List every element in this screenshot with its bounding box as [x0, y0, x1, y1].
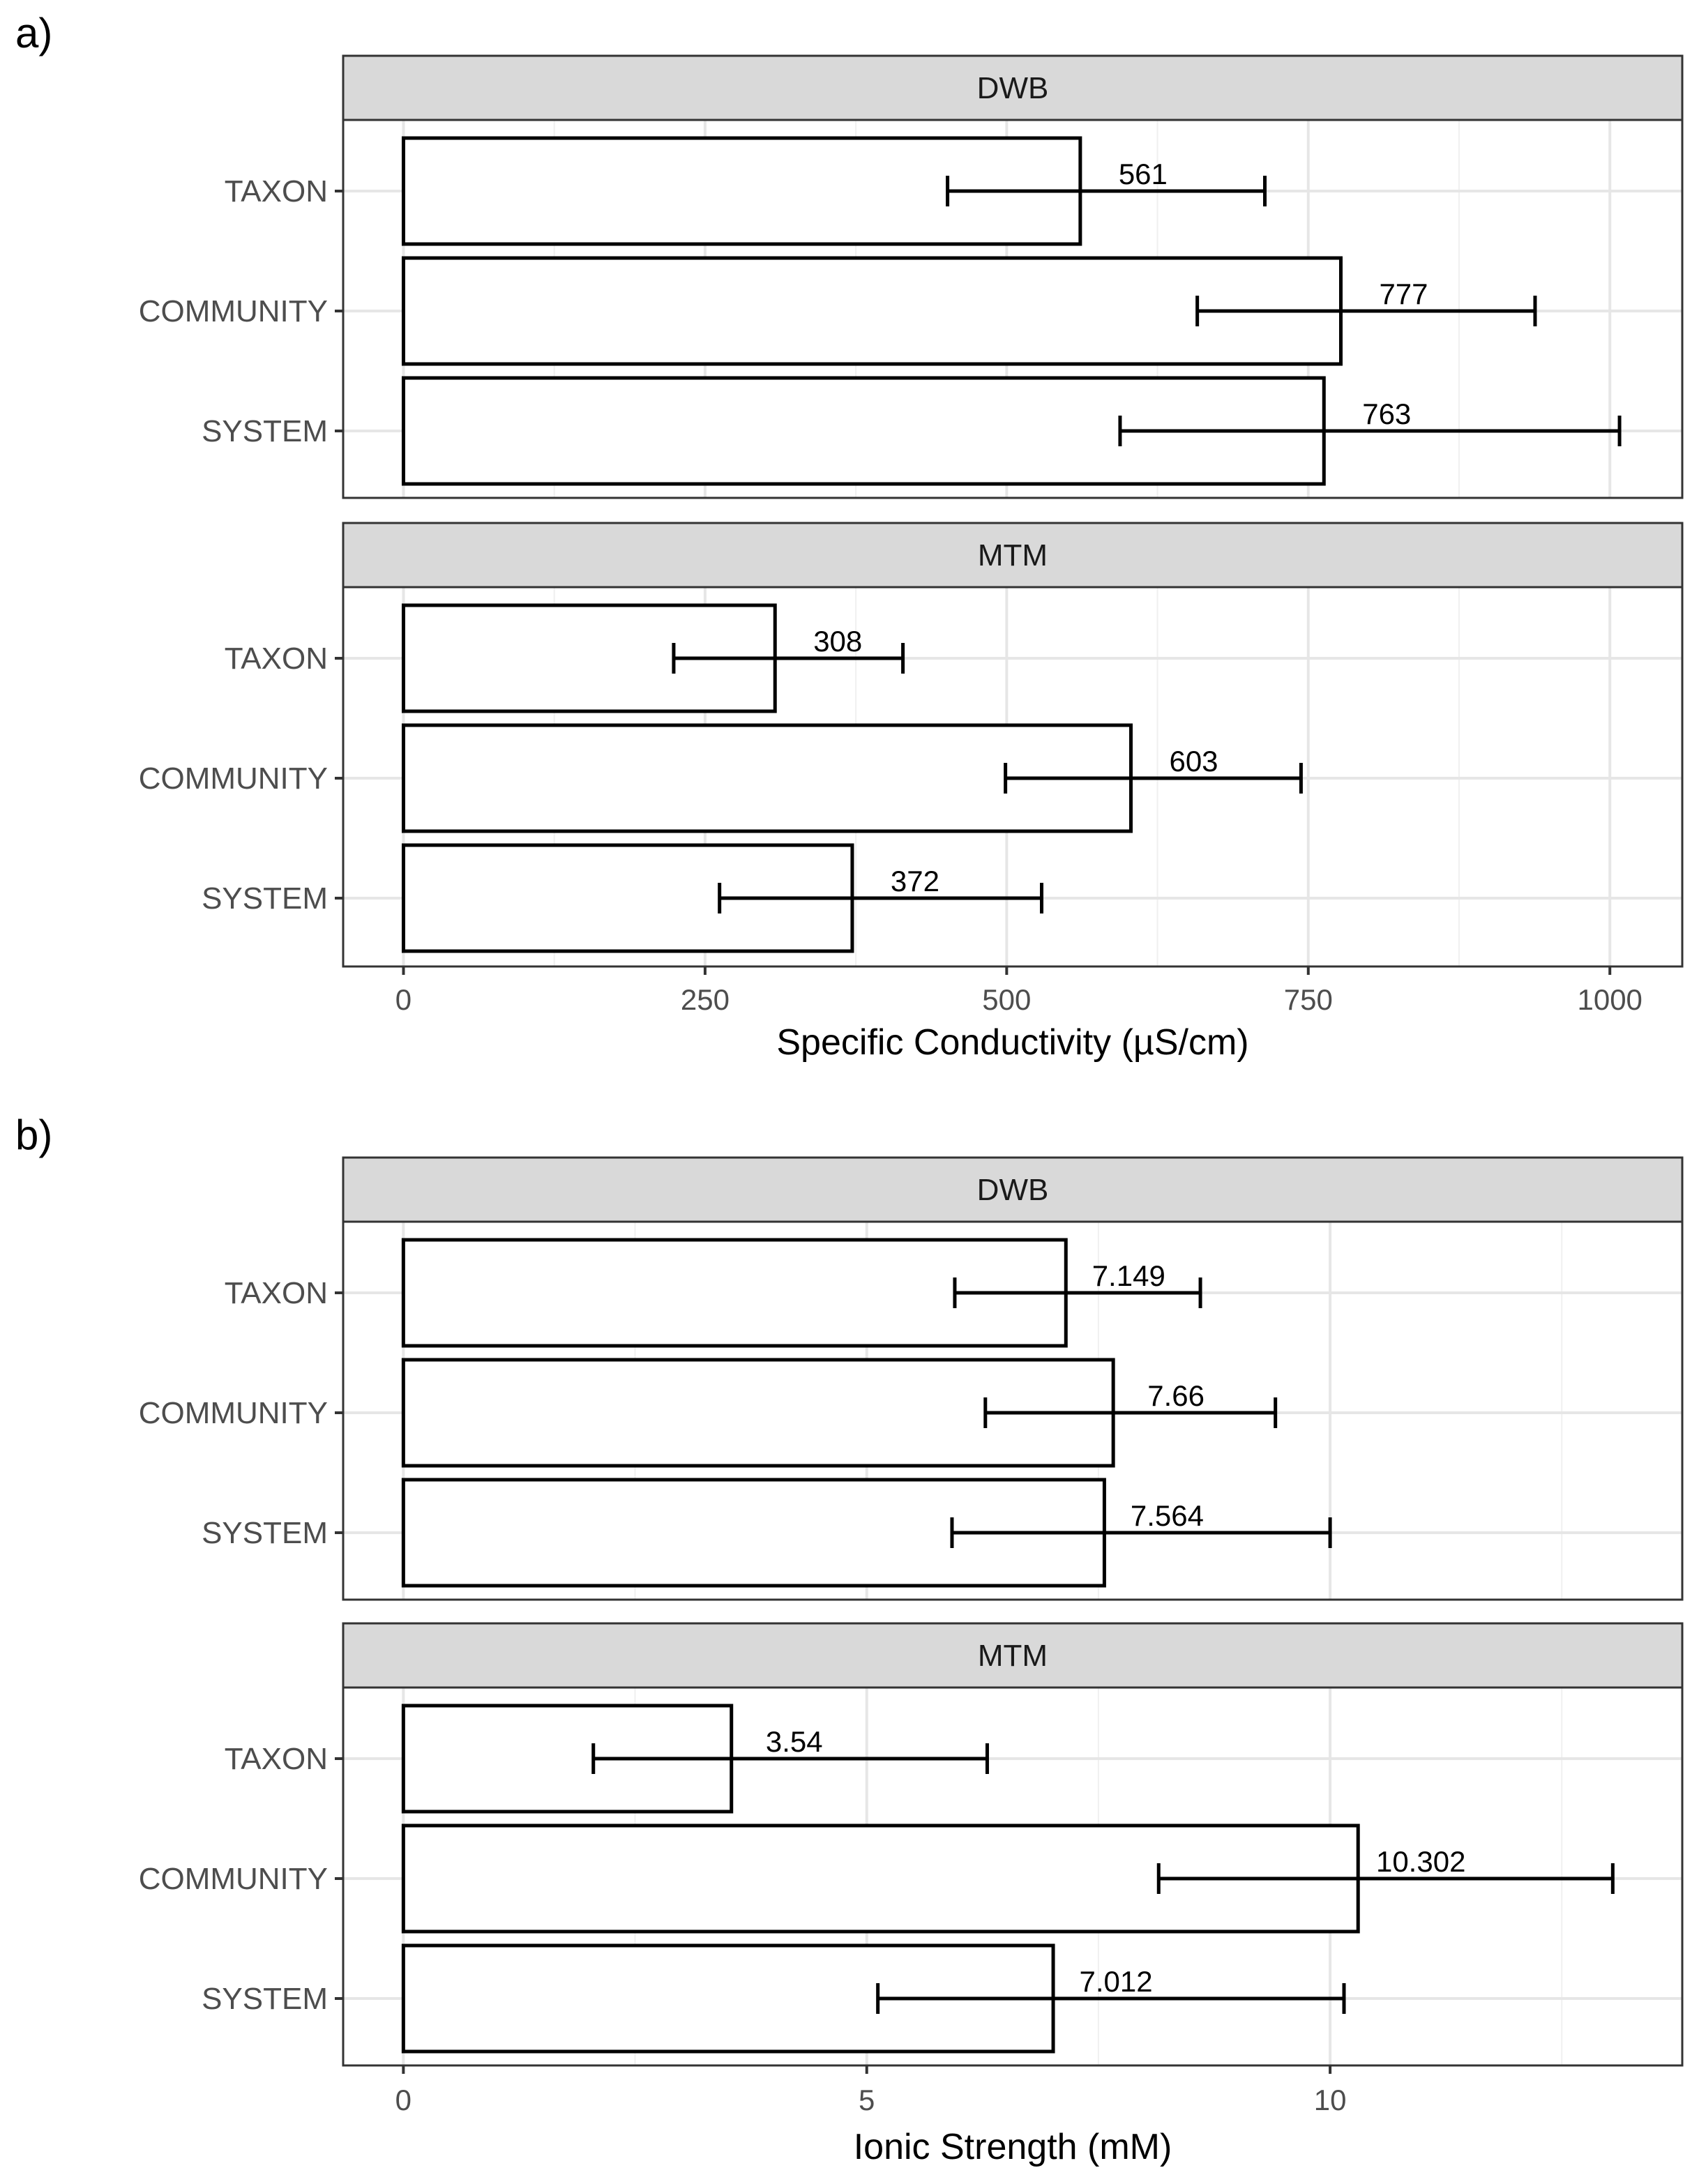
- facet-strip: [342, 54, 1684, 121]
- category-label: COMMUNITY: [139, 1862, 328, 1896]
- data-label: 763: [1362, 397, 1411, 430]
- category-label: TAXON: [225, 174, 328, 208]
- bar-taxon: [401, 603, 777, 713]
- data-label: 7.149: [1092, 1259, 1165, 1292]
- category-label: TAXON: [225, 1742, 328, 1776]
- data-label: 7.66: [1147, 1379, 1205, 1412]
- facet-mtm: MTM 308 TAXON 603 COMMUNITY 372 SYSTEM: [139, 522, 1684, 968]
- chart-panel-a: a) DWB 561 TAXON 777 COMMUNITY 763 SYSTEM MTM 308…: [15, 10, 1684, 1063]
- x-tick-label: 0: [395, 983, 411, 1016]
- facet-strip-label: DWB: [977, 1173, 1049, 1207]
- x-tick-label: 500: [982, 983, 1031, 1016]
- facet-mtm: MTM 3.54 TAXON 10.302 COMMUNITY 7.012 SYSTEM: [139, 1622, 1684, 2067]
- data-label: 7.564: [1131, 1499, 1204, 1532]
- x-tick-label: 0: [395, 2084, 411, 2116]
- chart-panel-b: b)DWB7.149TAXON7.66COMMUNITY7.564SYSTEMM…: [15, 1112, 1684, 2167]
- category-label: SYSTEM: [202, 414, 328, 448]
- facet-dwb: DWB 561 TAXON 777 COMMUNITY 763 SYSTEM: [139, 54, 1684, 499]
- data-label: 10.302: [1376, 1845, 1465, 1878]
- category-label: SYSTEM: [202, 1982, 328, 2016]
- category-label: SYSTEM: [202, 881, 328, 916]
- facet-dwb: DWB 7.149 TAXON 7.66 COMMUNITY 7.564 SYSTEM: [139, 1156, 1684, 1601]
- category-label: TAXON: [225, 642, 328, 676]
- data-label: 308: [813, 625, 862, 658]
- category-label: COMMUNITY: [139, 1396, 328, 1430]
- x-tick-label: 750: [1284, 983, 1333, 1016]
- x-tick-label: 10: [1314, 2084, 1347, 2116]
- facet-strip-label: MTM: [978, 538, 1048, 572]
- panel-border: [342, 1220, 1684, 1601]
- data-label: 372: [891, 865, 939, 897]
- data-label: 777: [1379, 278, 1428, 310]
- bar-community: [401, 256, 1343, 366]
- facet-strip: [342, 1622, 1684, 1689]
- x-tick-label: 250: [681, 983, 730, 1016]
- x-tick-label: 1000: [1577, 983, 1642, 1016]
- category-label: COMMUNITY: [139, 294, 328, 328]
- panel-letter: b): [15, 1112, 52, 1158]
- x-axis-title: Specific Conductivity (µS/cm): [776, 1022, 1248, 1063]
- panel-letter: a): [15, 10, 52, 56]
- category-label: COMMUNITY: [139, 761, 328, 796]
- panel-border: [342, 586, 1684, 968]
- facet-strip-label: DWB: [977, 71, 1049, 105]
- data-label: 561: [1119, 158, 1168, 190]
- category-label: TAXON: [225, 1276, 328, 1310]
- data-label: 603: [1169, 745, 1218, 778]
- panel-border: [342, 1686, 1684, 2067]
- data-label: 7.012: [1080, 1965, 1153, 1998]
- category-label: SYSTEM: [202, 1516, 328, 1550]
- x-tick-label: 5: [859, 2084, 875, 2116]
- data-label: 3.54: [766, 1725, 823, 1758]
- facet-strip-label: MTM: [978, 1639, 1048, 1673]
- panel-border: [342, 119, 1684, 499]
- facet-strip: [342, 522, 1684, 589]
- x-axis-title: Ionic Strength (mM): [854, 2127, 1172, 2167]
